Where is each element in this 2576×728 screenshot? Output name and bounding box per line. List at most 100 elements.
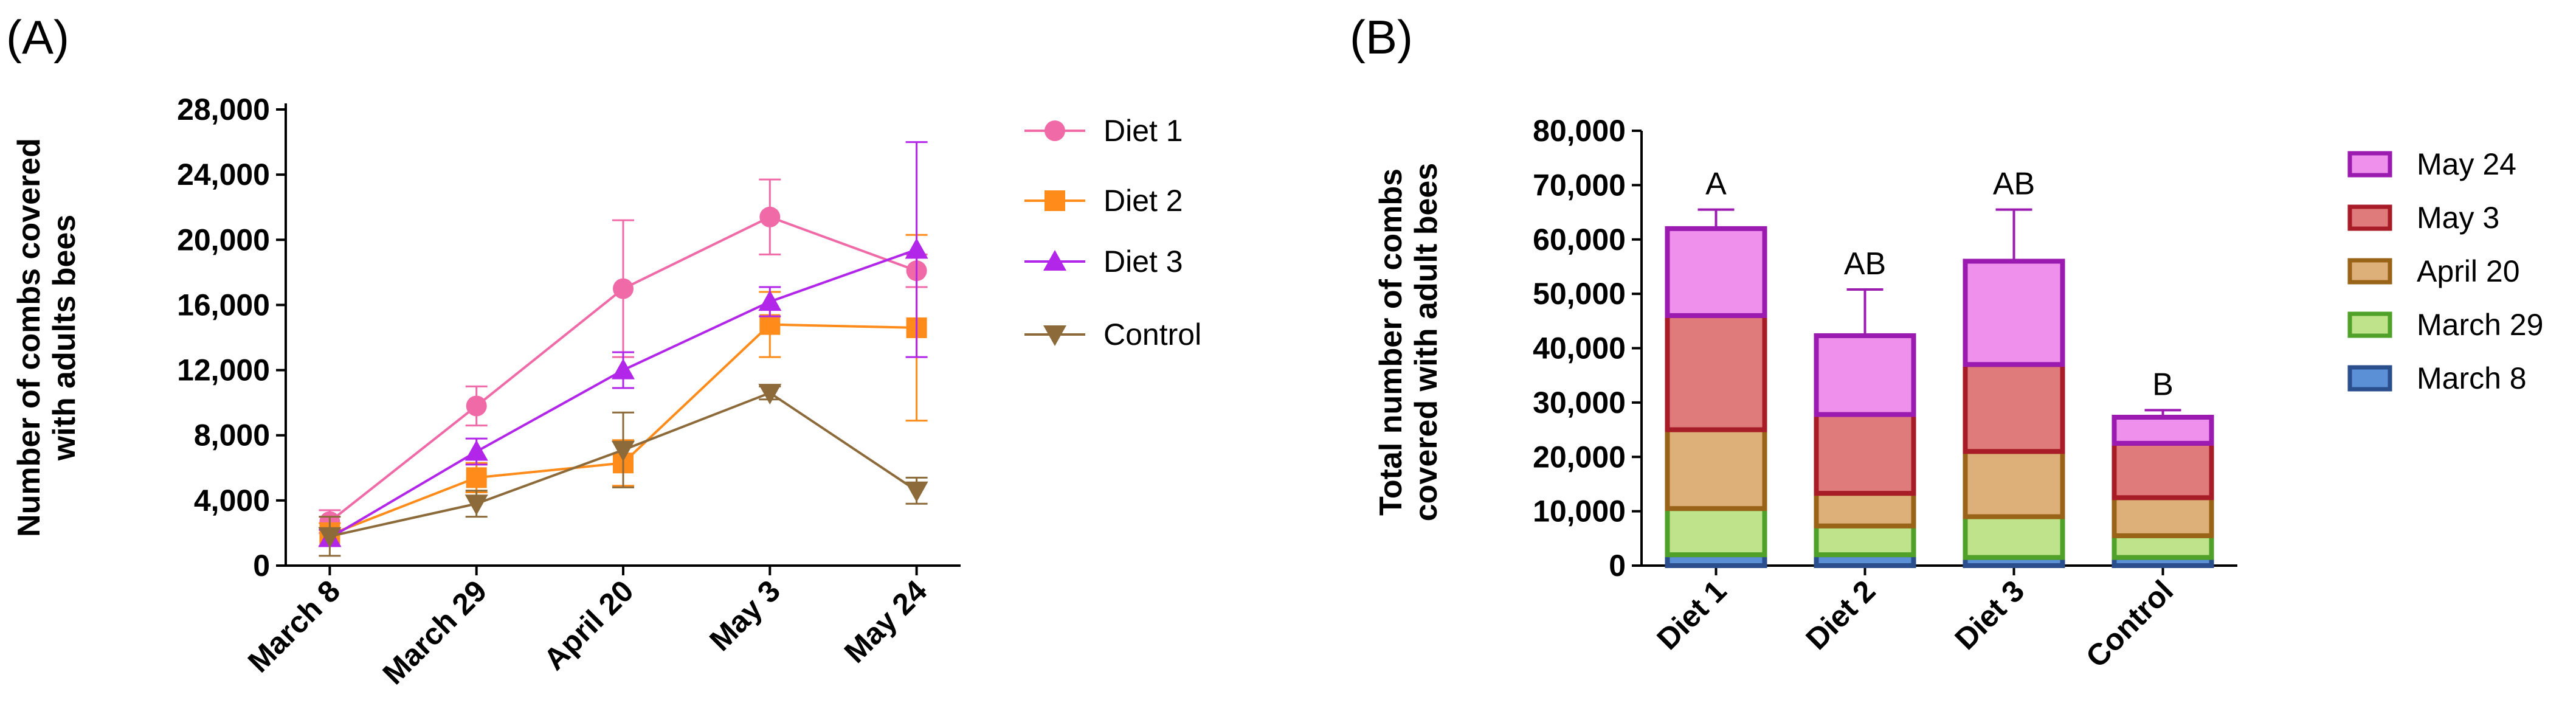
bar-stack-diet-3: AB	[1963, 167, 2065, 568]
bar-segment	[1665, 313, 1767, 432]
panel-a-x-tick-label: March 29	[376, 574, 494, 691]
legend-label: Control	[1103, 317, 1201, 352]
series-diet-3	[318, 141, 928, 547]
panel-b-y-tick-label: 0	[1609, 549, 1626, 583]
panel-b-y-tick-label: 50,000	[1533, 277, 1626, 311]
significance-letter: AB	[1844, 246, 1886, 282]
panel-a-line-chart: (A) Number of combs coveredwith adults b…	[6, 10, 1201, 691]
panel-b-label: (B)	[1350, 10, 1413, 64]
data-point	[758, 290, 782, 311]
panel-a-axes: 0 4,000 8,000 12,000 16,000 20,000 24,000 28,00…	[177, 92, 961, 691]
legend-label: March 29	[2417, 308, 2543, 342]
data-point	[612, 358, 635, 380]
data-point	[318, 527, 342, 548]
panel-b-y-tick-label: 80,000	[1533, 114, 1626, 148]
panel-b-y-tick-label: 70,000	[1533, 168, 1626, 202]
panel-a-series	[318, 141, 928, 557]
panel-b-y-tick-label: 20,000	[1533, 440, 1626, 474]
legend-marker	[1045, 190, 1065, 211]
panel-a-y-axis-title: Number of combs coveredwith adults bees	[12, 138, 82, 537]
panel-a-x-tick-label: April 20	[537, 574, 640, 676]
panel-a-x-tick-label: May 3	[703, 574, 787, 657]
bar-segment	[1814, 333, 1916, 417]
data-point	[905, 238, 928, 259]
legend-label: May 24	[2417, 147, 2516, 181]
legend-item-control: Control	[1024, 317, 1201, 352]
panel-b-legend: May 24 May 3 April 20 March 29 March 8	[2347, 147, 2543, 395]
legend-item-april-20: April 20	[2347, 254, 2520, 288]
legend-label: Diet 2	[1103, 184, 1183, 218]
legend-item-diet-2: Diet 2	[1024, 184, 1183, 218]
legend-label: Diet 1	[1103, 114, 1183, 148]
panel-a-y-tick-label: 20,000	[177, 223, 270, 257]
panel-b-y-tick-label: 10,000	[1533, 494, 1626, 529]
panel-a-y-tick-label: 16,000	[177, 288, 270, 322]
bar-segment	[1814, 491, 1916, 529]
panel-a-label: (A)	[6, 10, 69, 64]
legend-label: May 3	[2417, 201, 2499, 235]
legend-marker	[1045, 120, 1065, 141]
panel-a-y-tick-label: 28,000	[177, 92, 270, 127]
bar-segment	[2112, 415, 2214, 446]
bar-segment	[2112, 533, 2214, 560]
data-point	[464, 494, 488, 516]
panel-a-y-tick-label: 4,000	[194, 484, 270, 518]
legend-item-diet-3: Diet 3	[1024, 244, 1183, 279]
significance-letter: AB	[1993, 167, 2035, 202]
data-point	[759, 206, 781, 227]
bar-segment	[1963, 514, 2065, 560]
panel-b-x-tick-label: Diet 3	[1948, 574, 2031, 656]
bar-segment	[1814, 412, 1916, 496]
bar-segment	[2112, 495, 2214, 538]
bar-segment	[1814, 523, 1916, 558]
bar-segment	[1963, 362, 2065, 454]
data-point	[466, 467, 487, 488]
bar-segment	[1665, 226, 1767, 318]
legend-label: Diet 3	[1103, 244, 1183, 279]
panel-a-x-tick-label: May 24	[838, 574, 934, 670]
panel-a-y-tick-label: 24,000	[177, 158, 270, 192]
legend-label: April 20	[2417, 254, 2520, 288]
significance-letter: B	[2152, 367, 2174, 402]
bar-segment	[1963, 449, 2065, 519]
data-point	[613, 278, 634, 299]
bar-segment	[1665, 506, 1767, 558]
legend-item-may-24: May 24	[2347, 147, 2516, 181]
data-point	[759, 314, 781, 335]
panel-b-x-tick-label: Diet 1	[1650, 574, 1733, 656]
data-point	[905, 481, 928, 502]
legend-swatch	[2347, 151, 2392, 178]
legend-swatch	[2347, 365, 2392, 392]
bar-segment	[2112, 440, 2214, 501]
panel-b-x-tick-label: Control	[2079, 574, 2180, 674]
legend-swatch	[2347, 258, 2392, 285]
legend-item-march-29: March 29	[2347, 308, 2543, 342]
series-control	[318, 384, 928, 557]
panel-a-y-tick-label: 0	[253, 549, 270, 583]
panel-a-legend: Diet 1 Diet 2 Diet 3 Control	[1024, 114, 1201, 352]
bar-segment	[1963, 258, 2065, 367]
legend-swatch	[2347, 204, 2392, 231]
legend-item-diet-1: Diet 1	[1024, 114, 1183, 148]
legend-swatch	[2347, 311, 2392, 338]
bar-stack-diet-1: A	[1665, 167, 1767, 568]
panel-b-x-tick-label: Diet 2	[1799, 574, 1882, 656]
panel-a-y-tick-label: 8,000	[194, 418, 270, 452]
data-point	[758, 384, 782, 405]
data-point	[464, 440, 488, 461]
legend-item-march-8: March 8	[2347, 361, 2527, 395]
legend-item-may-3: May 3	[2347, 201, 2499, 235]
panel-b-y-tick-label: 30,000	[1533, 386, 1626, 420]
panel-b-y-tick-label: 40,000	[1533, 331, 1626, 366]
data-point	[612, 440, 635, 462]
legend-marker	[1043, 250, 1066, 271]
legend-label: March 8	[2417, 361, 2527, 395]
panel-a-x-tick-label: March 8	[241, 574, 347, 679]
panel-b-y-axis-title: Total number of combscovered with adult …	[1373, 163, 1444, 522]
legend-marker	[1043, 325, 1066, 346]
bar-stack-diet-2: AB	[1814, 246, 1916, 568]
panel-a-y-tick-label: 12,000	[177, 353, 270, 387]
data-point	[466, 395, 487, 417]
significance-letter: A	[1705, 167, 1727, 202]
